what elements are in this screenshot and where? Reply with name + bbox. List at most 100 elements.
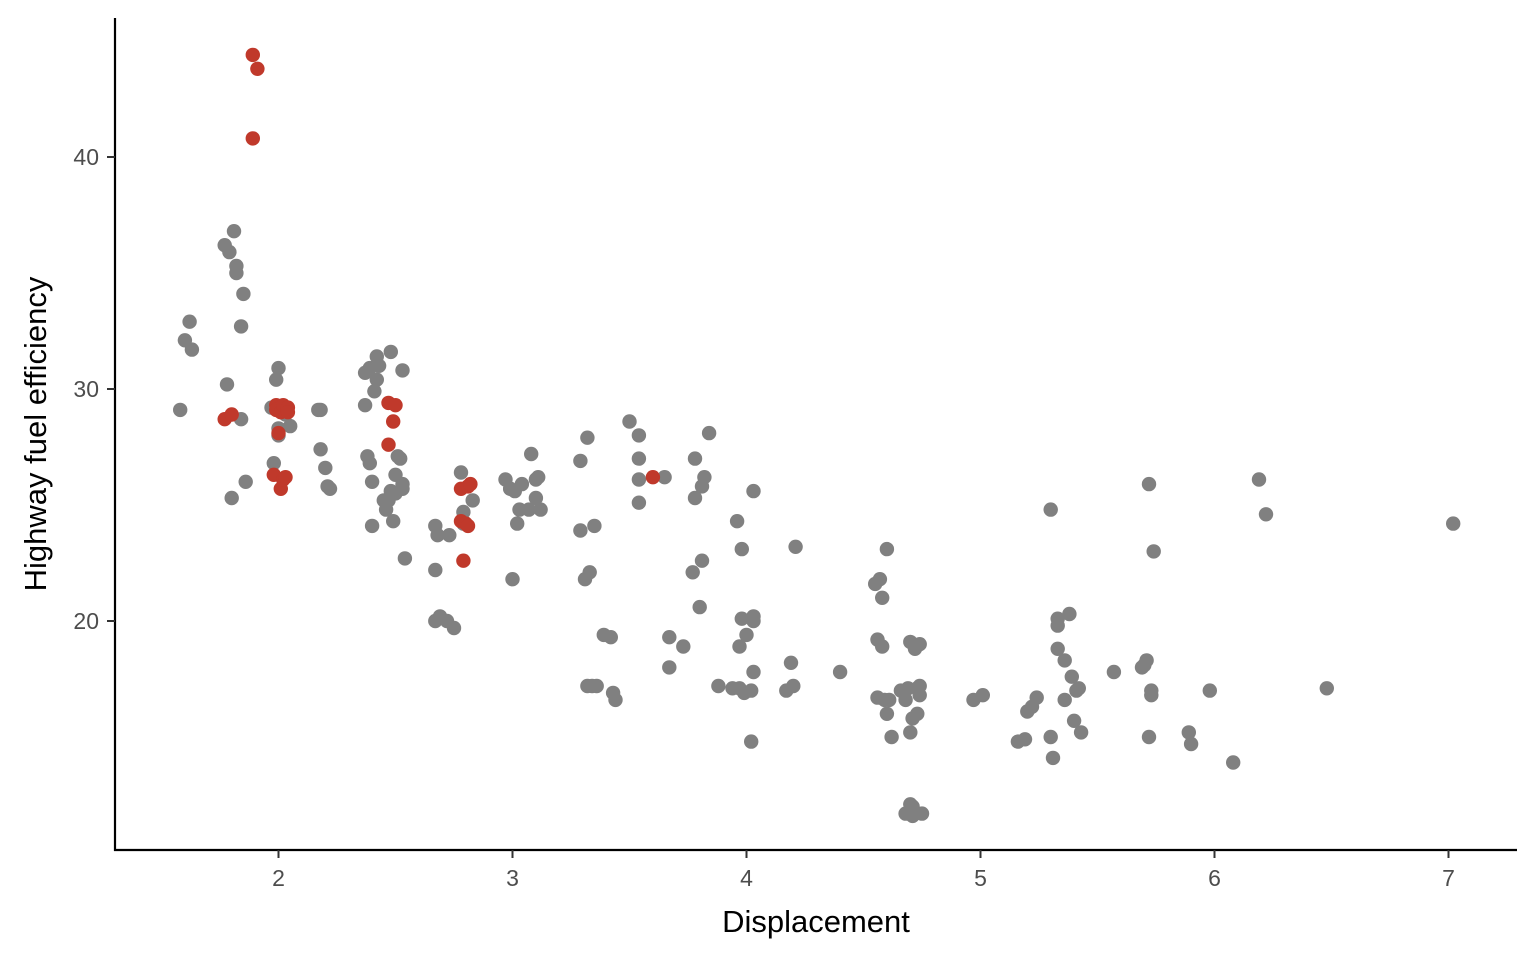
data-point-122	[746, 664, 761, 680]
data-point-39	[371, 358, 387, 373]
data-point-57	[430, 528, 445, 543]
data-point-65	[465, 493, 480, 508]
x-tick-label: 6	[1208, 865, 1221, 891]
data-point-26	[318, 460, 333, 476]
data-point-134	[875, 590, 890, 605]
data-point-123	[746, 609, 761, 624]
data-point-100	[662, 660, 677, 675]
data-point-188	[1181, 725, 1197, 740]
y-axis-ticks: 20 30 40	[73, 144, 115, 634]
x-tick-label: 2	[272, 865, 285, 891]
data-point-120	[744, 734, 759, 749]
data-point-97	[631, 495, 647, 510]
data-point-85	[582, 565, 597, 580]
data-point-80	[573, 453, 588, 469]
data-point-49	[393, 451, 408, 466]
data-point-75	[524, 446, 539, 462]
data-point-157	[914, 806, 930, 821]
data-point-124	[746, 483, 761, 499]
data-point-119	[744, 683, 759, 698]
data-point-129	[832, 664, 848, 680]
data-point-71	[510, 516, 525, 531]
points-layer	[173, 47, 1461, 824]
data-point-152	[910, 706, 925, 721]
data-point-177	[1071, 681, 1087, 696]
data-point-99	[662, 630, 677, 645]
y-tick-label: 40	[73, 144, 99, 170]
data-point-83	[580, 430, 595, 445]
data-point-81	[573, 523, 588, 538]
data-point-36	[367, 384, 382, 399]
data-point-0	[173, 402, 188, 418]
data-point-161	[1017, 732, 1033, 747]
data-point-191	[1226, 755, 1241, 770]
data-point-98	[657, 470, 672, 485]
data-point-78	[531, 470, 546, 485]
highlight-point-18	[386, 414, 401, 429]
data-point-16	[266, 456, 281, 471]
data-point-88	[589, 678, 604, 694]
data-point-118	[739, 627, 754, 643]
data-point-61	[446, 620, 462, 636]
data-point-184	[1141, 476, 1157, 492]
data-point-167	[1045, 750, 1061, 766]
data-point-6	[222, 244, 237, 260]
data-point-186	[1144, 688, 1159, 703]
data-point-174	[1064, 669, 1080, 684]
data-point-133	[872, 572, 888, 587]
data-point-95	[631, 472, 647, 487]
data-point-128	[788, 539, 803, 554]
data-point-165	[1043, 502, 1058, 517]
data-point-104	[687, 451, 703, 466]
data-point-102	[685, 565, 700, 580]
data-point-103	[687, 490, 703, 506]
highlight-point-24	[460, 518, 476, 534]
data-point-108	[697, 470, 712, 485]
highlight-point-2	[245, 131, 260, 146]
data-point-164	[1029, 690, 1044, 705]
data-point-51	[395, 476, 410, 492]
highlight-point-26	[463, 476, 478, 492]
data-point-113	[732, 639, 747, 654]
data-point-69	[505, 572, 520, 587]
highlight-point-1	[250, 61, 265, 76]
data-point-52	[395, 363, 410, 378]
data-point-2	[182, 314, 197, 329]
data-point-182	[1139, 653, 1154, 668]
highlight-point-4	[224, 407, 239, 422]
data-point-13	[236, 286, 251, 302]
highlight-point-0	[245, 47, 260, 63]
data-point-183	[1141, 729, 1157, 745]
data-point-73	[514, 476, 530, 492]
data-point-159	[975, 688, 990, 703]
data-point-11	[233, 319, 249, 334]
x-axis-title: Displacement	[722, 904, 910, 939]
data-point-154	[912, 637, 927, 652]
data-point-17	[269, 372, 284, 387]
data-point-90	[603, 630, 618, 645]
data-point-79	[533, 502, 548, 517]
data-point-35	[364, 474, 380, 489]
x-tick-label: 7	[1442, 865, 1455, 891]
data-point-135	[875, 639, 890, 654]
data-point-14	[238, 474, 253, 489]
data-point-25	[313, 442, 328, 457]
y-tick-label: 30	[73, 376, 99, 402]
data-point-156	[912, 678, 927, 694]
highlight-point-27	[645, 470, 661, 485]
data-point-34	[364, 518, 380, 534]
highlight-point-8	[271, 425, 286, 441]
data-point-74	[521, 502, 537, 517]
data-point-7	[224, 490, 239, 506]
data-point-142	[898, 692, 913, 708]
x-tick-label: 4	[740, 865, 753, 891]
highlight-point-17	[381, 437, 396, 452]
data-point-172	[1057, 692, 1072, 708]
data-point-112	[729, 514, 745, 529]
x-axis-ticks: 2 3 4 5 6 7	[272, 850, 1455, 891]
data-point-109	[701, 425, 717, 441]
data-point-96	[631, 451, 647, 466]
data-point-178	[1073, 725, 1089, 740]
data-point-195	[1446, 516, 1461, 531]
data-point-94	[631, 428, 647, 443]
